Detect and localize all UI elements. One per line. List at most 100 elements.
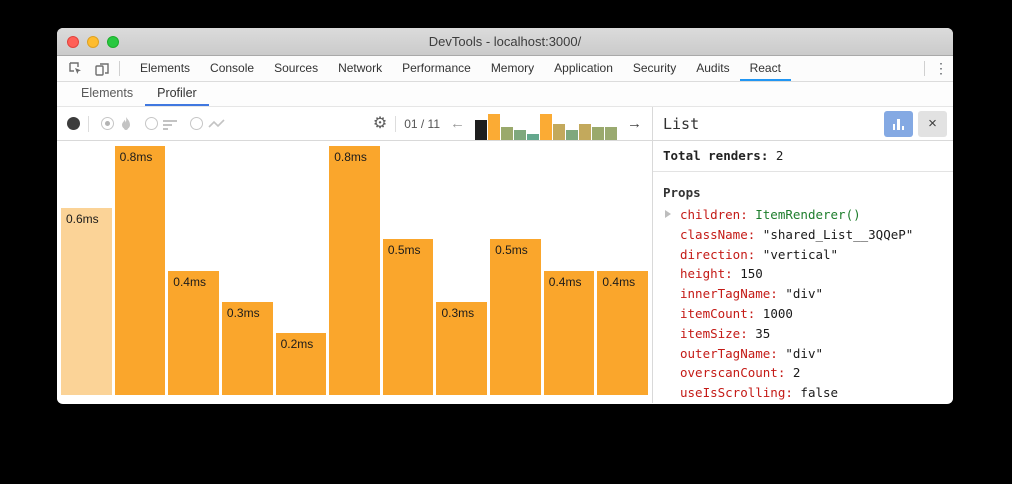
window-titlebar: DevTools - localhost:3000/: [57, 28, 953, 56]
render-duration-label: 0.2ms: [281, 337, 314, 351]
react-subtab-elements[interactable]: Elements: [69, 82, 145, 106]
render-bar-5[interactable]: 0.2ms: [276, 333, 327, 395]
react-subtab-bar: ElementsProfiler: [57, 82, 953, 107]
prop-row-overscanCount: overscanCount: 2: [663, 363, 943, 383]
close-panel-button[interactable]: ×: [918, 111, 947, 137]
left-arrow-icon: ←: [450, 115, 465, 132]
prop-key: children:: [680, 207, 748, 222]
devtools-tab-performance[interactable]: Performance: [392, 56, 481, 81]
prop-row-direction: direction: "vertical": [663, 245, 943, 265]
minimap-commit-9[interactable]: [579, 124, 591, 140]
kebab-menu-icon: ⋮: [934, 60, 948, 77]
prop-key: innerTagName:: [680, 286, 778, 301]
flamegraph-mode-option[interactable]: [101, 116, 133, 131]
prop-row-children: children: ItemRenderer(): [663, 205, 943, 225]
minimap-commit-6[interactable]: [540, 114, 552, 140]
render-bar-6[interactable]: 0.8ms: [329, 146, 380, 395]
device-toolbar-button[interactable]: [89, 56, 115, 81]
next-commit-button[interactable]: →: [625, 116, 644, 131]
total-renders-label: Total renders:: [663, 148, 768, 163]
devtools-tab-security[interactable]: Security: [623, 56, 686, 81]
interactions-radio[interactable]: [190, 117, 203, 130]
render-duration-label: 0.5ms: [495, 243, 528, 257]
minimize-window-button[interactable]: [87, 36, 99, 48]
commit-counter: 01 / 11: [404, 117, 440, 131]
render-bar-10[interactable]: 0.4ms: [544, 271, 595, 396]
render-bar-11[interactable]: 0.4ms: [597, 271, 648, 396]
render-bar-3[interactable]: 0.4ms: [168, 271, 219, 396]
component-panel-header: List ×: [653, 107, 953, 140]
inspect-element-button[interactable]: [63, 56, 89, 81]
render-bar-1-selected[interactable]: 0.6ms: [61, 208, 112, 395]
prop-value: 35: [748, 326, 771, 341]
settings-button[interactable]: ⚙: [373, 116, 387, 132]
commit-bar-chart: 0.6ms0.8ms0.4ms0.3ms0.2ms0.8ms0.5ms0.3ms…: [57, 141, 653, 403]
devtools-tab-sources[interactable]: Sources: [264, 56, 328, 81]
minimap-commit-1-selected[interactable]: [475, 120, 487, 140]
render-bar-8[interactable]: 0.3ms: [436, 302, 487, 395]
render-bar-2[interactable]: 0.8ms: [115, 146, 166, 395]
react-subtab-profiler[interactable]: Profiler: [145, 82, 209, 106]
devtools-tab-memory[interactable]: Memory: [481, 56, 544, 81]
view-render-chart-button[interactable]: [884, 111, 913, 137]
expand-arrow-icon[interactable]: [665, 210, 671, 218]
more-options-button[interactable]: ⋮: [929, 56, 953, 81]
minimap-commit-7[interactable]: [553, 124, 565, 140]
interactions-mode-option[interactable]: [190, 117, 226, 130]
render-bar-9[interactable]: 0.5ms: [490, 239, 541, 395]
prop-key: direction:: [680, 247, 755, 262]
bar-chart-icon: [893, 118, 905, 130]
minimap-commit-8[interactable]: [566, 130, 578, 140]
prop-row-height: height: 150: [663, 264, 943, 284]
ranked-chart-icon: [163, 118, 178, 130]
render-bar-4[interactable]: 0.3ms: [222, 302, 273, 395]
device-toolbar-icon: [94, 61, 110, 77]
minimap-commit-2[interactable]: [488, 114, 500, 140]
prop-row-itemSize: itemSize: 35: [663, 324, 943, 344]
window-title: DevTools - localhost:3000/: [429, 34, 581, 49]
devtools-tab-react[interactable]: React: [740, 56, 791, 81]
prop-key: overscanCount:: [680, 365, 785, 380]
prop-key: outerTagName:: [680, 346, 778, 361]
minimap-commit-11[interactable]: [605, 127, 617, 140]
devtools-tab-audits[interactable]: Audits: [686, 56, 739, 81]
right-arrow-icon: →: [627, 115, 642, 132]
prop-key: height:: [680, 266, 733, 281]
prop-value: 1000: [755, 306, 793, 321]
inspect-icon: [68, 61, 84, 77]
render-duration-label: 0.8ms: [120, 150, 153, 164]
component-details-panel: Total renders: 2 Props children: ItemRen…: [653, 141, 953, 403]
props-list: children: ItemRenderer()className: "shar…: [663, 205, 943, 403]
record-button[interactable]: [67, 117, 80, 130]
toolbar-separator: [88, 116, 89, 132]
devtools-tab-application[interactable]: Application: [544, 56, 623, 81]
minimap-commit-3[interactable]: [501, 127, 513, 140]
close-icon: ×: [928, 115, 937, 132]
toolbar-separator: [395, 116, 396, 132]
prop-key: itemSize:: [680, 326, 748, 341]
traffic-lights: [67, 28, 119, 55]
toolbar-separator: [119, 61, 120, 76]
minimap-commit-5[interactable]: [527, 134, 539, 141]
devtools-tab-list: ElementsConsoleSourcesNetworkPerformance…: [130, 56, 920, 81]
minimap-commit-10[interactable]: [592, 127, 604, 140]
profiler-content: 0.6ms0.8ms0.4ms0.3ms0.2ms0.8ms0.5ms0.3ms…: [57, 141, 953, 403]
devtools-tab-elements[interactable]: Elements: [130, 56, 200, 81]
commit-minimap[interactable]: [475, 114, 617, 140]
devtools-tab-console[interactable]: Console: [200, 56, 264, 81]
close-window-button[interactable]: [67, 36, 79, 48]
render-duration-label: 0.4ms: [173, 275, 206, 289]
prop-value: "div": [778, 286, 823, 301]
zoom-window-button[interactable]: [107, 36, 119, 48]
previous-commit-button[interactable]: ←: [448, 116, 467, 131]
ranked-radio[interactable]: [145, 117, 158, 130]
devtools-tab-network[interactable]: Network: [328, 56, 392, 81]
render-duration-label: 0.3ms: [441, 306, 474, 320]
toolbar-separator: [924, 61, 925, 76]
ranked-mode-option[interactable]: [145, 117, 178, 130]
flamegraph-radio[interactable]: [101, 117, 114, 130]
prop-row-className: className: "shared_List__3QQeP": [663, 225, 943, 245]
minimap-commit-4[interactable]: [514, 130, 526, 140]
render-bar-7[interactable]: 0.5ms: [383, 239, 434, 395]
profiler-toolbar: ⚙ 01 / 11 ← →: [57, 107, 653, 140]
